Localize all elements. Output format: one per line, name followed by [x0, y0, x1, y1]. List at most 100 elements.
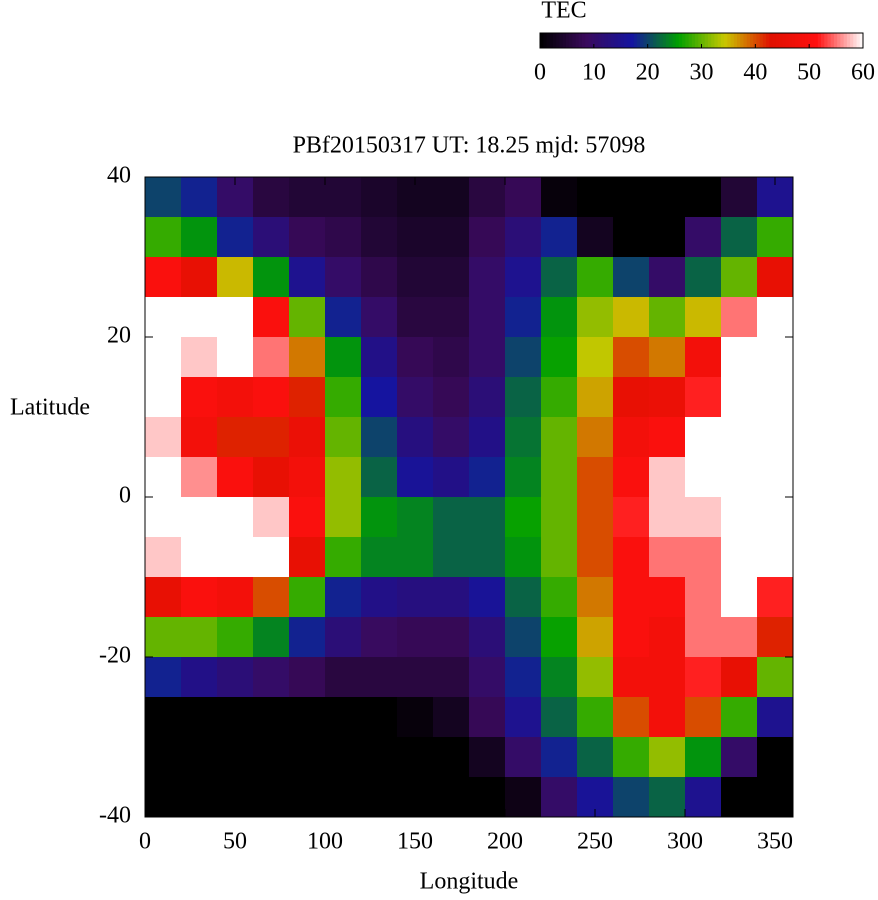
- heat-cell: [505, 457, 542, 498]
- heat-cell: [145, 577, 182, 618]
- colorbar-swatch: [801, 33, 806, 48]
- colorbar-swatch: [756, 33, 761, 48]
- colorbar-tick-label: 0: [534, 60, 546, 86]
- heat-cell: [577, 577, 614, 618]
- heat-cell: [721, 457, 758, 498]
- heat-cell: [649, 617, 686, 658]
- heat-cell: [397, 337, 434, 378]
- heat-cell: [613, 777, 650, 818]
- heat-cell: [289, 657, 326, 698]
- heat-cell: [541, 697, 578, 738]
- heat-cell: [685, 297, 722, 338]
- heat-cell: [181, 697, 218, 738]
- heat-cell: [433, 497, 470, 538]
- heat-cell: [289, 577, 326, 618]
- heat-cell: [361, 217, 398, 258]
- heat-cell: [541, 497, 578, 538]
- colorbar-swatch: [724, 33, 728, 48]
- heat-cell: [397, 257, 434, 298]
- heat-cell: [721, 497, 758, 538]
- heat-cell: [253, 657, 290, 698]
- heat-cell: [577, 537, 614, 578]
- heat-cell: [613, 257, 650, 298]
- colorbar-swatch: [636, 33, 641, 48]
- heat-cell: [361, 777, 398, 818]
- heat-cell: [649, 537, 686, 578]
- heat-cell: [649, 177, 686, 218]
- heat-cell: [685, 217, 722, 258]
- colorbar-swatch: [746, 33, 751, 48]
- heat-cell: [613, 617, 650, 658]
- colorbar-swatch: [688, 33, 693, 48]
- heat-cell: [505, 377, 542, 418]
- colorbar-swatch: [759, 33, 764, 48]
- heat-cell: [433, 537, 470, 578]
- heat-cell: [217, 617, 254, 658]
- heat-cell: [469, 537, 506, 578]
- heat-cell: [325, 257, 362, 298]
- heat-cell: [289, 697, 326, 738]
- heat-cell: [217, 217, 254, 258]
- colorbar-swatch: [559, 33, 564, 48]
- colorbar-swatch: [669, 33, 673, 48]
- colorbar-swatch: [733, 33, 738, 48]
- colorbar-swatch: [837, 33, 841, 48]
- colorbar-swatch: [623, 33, 628, 48]
- heat-cell: [433, 777, 470, 818]
- heat-cell: [577, 417, 614, 458]
- heat-cell: [325, 577, 362, 618]
- heat-cell: [505, 657, 542, 698]
- heat-cell: [145, 297, 182, 338]
- heat-cell: [181, 657, 218, 698]
- heat-cell: [397, 497, 434, 538]
- colorbar-swatch: [795, 33, 799, 48]
- colorbar-swatch: [830, 33, 835, 48]
- colorbar-swatch: [562, 33, 567, 48]
- heat-cell: [721, 417, 758, 458]
- colorbar-swatch: [543, 33, 547, 48]
- heat-cell: [721, 737, 758, 778]
- heat-cell: [433, 257, 470, 298]
- heat-cell: [361, 537, 398, 578]
- colorbar-swatch: [585, 33, 589, 48]
- heat-cell: [649, 297, 686, 338]
- heat-cell: [721, 537, 758, 578]
- heat-cell: [541, 777, 578, 818]
- x-axis-label: Longitude: [420, 869, 519, 895]
- colorbar-tick-label: 30: [690, 60, 714, 86]
- heat-cell: [721, 577, 758, 618]
- heat-cell: [577, 217, 614, 258]
- heat-cell: [613, 737, 650, 778]
- heat-cell: [397, 217, 434, 258]
- heat-cell: [469, 337, 506, 378]
- heat-cell: [181, 377, 218, 418]
- heat-cell: [433, 377, 470, 418]
- heat-cell: [649, 377, 686, 418]
- colorbar-swatch: [772, 33, 777, 48]
- heat-cell: [757, 417, 794, 458]
- heat-cell: [757, 337, 794, 378]
- colorbar-swatch: [588, 33, 593, 48]
- heat-cell: [505, 777, 542, 818]
- heat-cell: [397, 377, 434, 418]
- heat-cell: [469, 177, 506, 218]
- colorbar-swatch: [598, 33, 602, 48]
- colorbar-swatch: [607, 33, 612, 48]
- colorbar-swatch: [740, 33, 744, 48]
- heat-cell: [469, 497, 506, 538]
- colorbar-swatch: [785, 33, 790, 48]
- colorbar-swatch: [678, 33, 683, 48]
- heat-cell: [757, 697, 794, 738]
- heat-cell: [649, 737, 686, 778]
- heat-cell: [721, 257, 758, 298]
- colorbar-swatch: [833, 33, 838, 48]
- heat-cell: [505, 697, 542, 738]
- colorbar-swatch: [665, 33, 670, 48]
- colorbar-swatch: [808, 33, 812, 48]
- colorbar-swatch: [853, 33, 858, 48]
- heat-cell: [541, 257, 578, 298]
- heat-cell: [181, 337, 218, 378]
- heat-cell: [145, 737, 182, 778]
- heat-cell: [613, 537, 650, 578]
- heat-cell: [181, 177, 218, 218]
